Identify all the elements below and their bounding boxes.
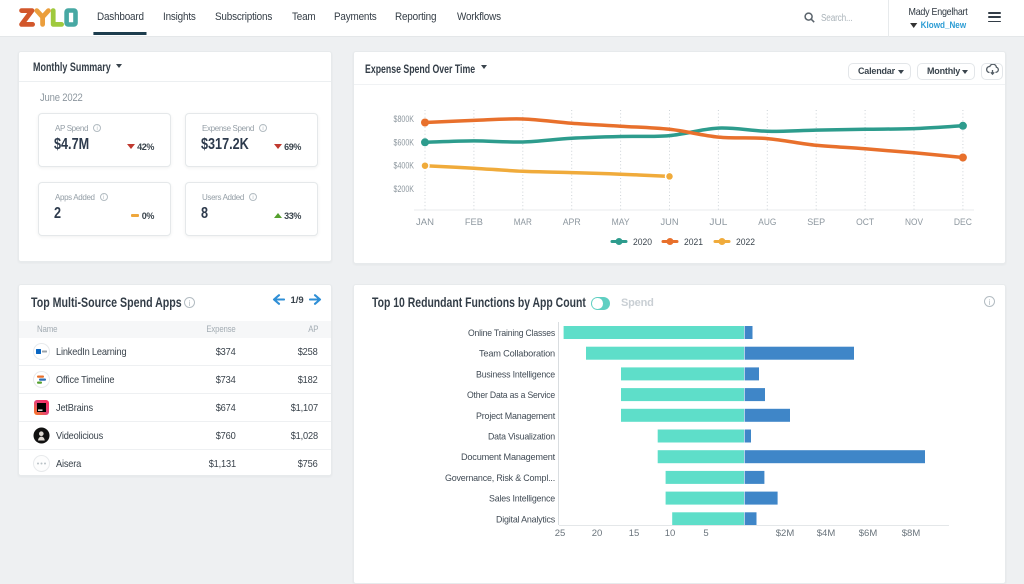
svg-text:Document Management: Document Management bbox=[461, 452, 556, 463]
svg-text:25: 25 bbox=[555, 528, 566, 539]
svg-text:$4M: $4M bbox=[817, 528, 836, 539]
svg-text:2022: 2022 bbox=[736, 237, 755, 247]
svg-text:Digital Analytics: Digital Analytics bbox=[496, 514, 555, 525]
svg-text:$2M: $2M bbox=[776, 528, 795, 539]
svg-text:$200K: $200K bbox=[394, 184, 415, 194]
svg-text:$400K: $400K bbox=[394, 161, 415, 171]
svg-text:15: 15 bbox=[629, 528, 640, 539]
svg-text:MAY: MAY bbox=[612, 217, 630, 227]
svg-text:JAN: JAN bbox=[416, 217, 434, 227]
svg-text:5: 5 bbox=[703, 528, 708, 539]
svg-text:$8M: $8M bbox=[902, 528, 921, 539]
svg-text:JUN: JUN bbox=[661, 217, 679, 227]
svg-text:Team Collaboration: Team Collaboration bbox=[479, 349, 555, 360]
svg-text:NOV: NOV bbox=[905, 217, 923, 227]
svg-text:Online Training Classes: Online Training Classes bbox=[468, 328, 555, 339]
svg-text:10: 10 bbox=[665, 528, 676, 539]
svg-text:Sales Intelligence: Sales Intelligence bbox=[489, 494, 555, 505]
svg-text:APR: APR bbox=[563, 217, 581, 227]
svg-text:AUG: AUG bbox=[758, 217, 776, 227]
svg-text:FEB: FEB bbox=[465, 217, 483, 227]
svg-text:Data Visualization: Data Visualization bbox=[488, 432, 555, 443]
svg-text:2020: 2020 bbox=[633, 237, 652, 247]
svg-text:Other Data as a Service: Other Data as a Service bbox=[467, 390, 555, 401]
svg-text:Project Management: Project Management bbox=[476, 411, 556, 422]
svg-text:Governance, Risk & Compl...: Governance, Risk & Compl... bbox=[445, 473, 555, 484]
svg-text:DEC: DEC bbox=[954, 217, 972, 227]
svg-text:20: 20 bbox=[592, 528, 603, 539]
svg-text:SEP: SEP bbox=[807, 217, 825, 227]
svg-text:$800K: $800K bbox=[394, 114, 415, 124]
svg-text:OCT: OCT bbox=[856, 217, 874, 227]
svg-text:MAR: MAR bbox=[514, 217, 532, 227]
svg-text:JUL: JUL bbox=[709, 217, 727, 227]
svg-text:$600K: $600K bbox=[394, 137, 415, 147]
svg-text:Business Intelligence: Business Intelligence bbox=[476, 369, 555, 380]
svg-text:$6M: $6M bbox=[859, 528, 878, 539]
svg-text:2021: 2021 bbox=[684, 237, 703, 247]
